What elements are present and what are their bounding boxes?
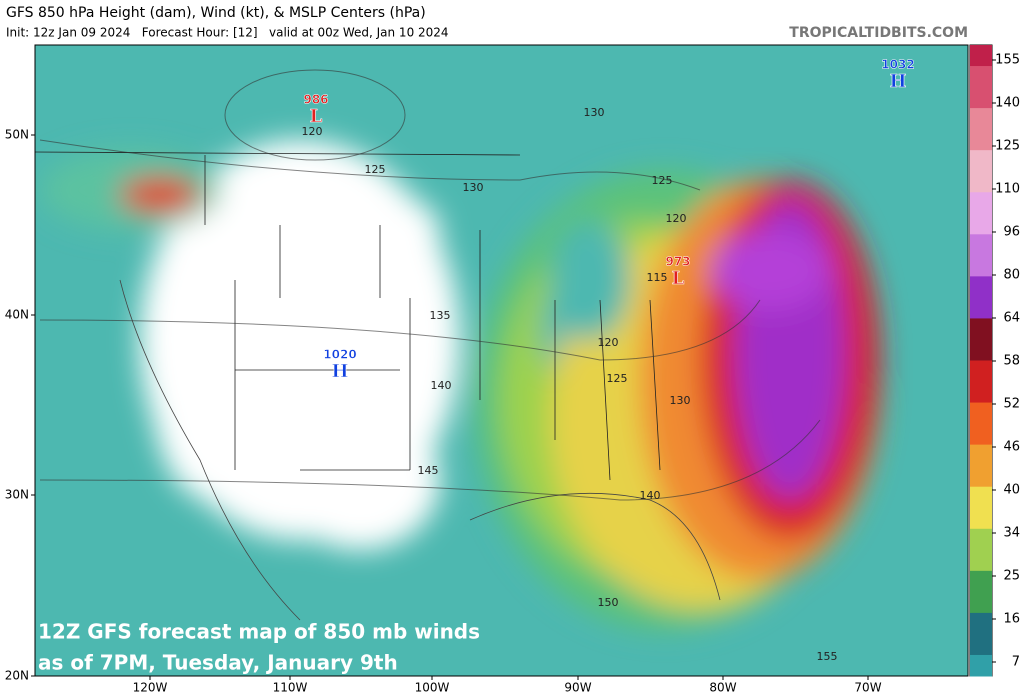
- contour-label: 125: [365, 163, 386, 176]
- colorbar-band: [970, 360, 992, 383]
- center-letter: H: [889, 71, 906, 92]
- lat-label: 20N: [5, 669, 29, 683]
- colorbar-band: [970, 234, 992, 256]
- lat-label: 50N: [5, 128, 29, 142]
- caption-line: 12Z GFS forecast map of 850 mb winds: [38, 620, 480, 644]
- colorbar-band: [970, 612, 992, 635]
- contour-label: 115: [647, 271, 668, 284]
- colorbar-label: 16: [1003, 612, 1020, 627]
- contour-label: 120: [302, 125, 323, 138]
- colorbar-band: [970, 129, 992, 151]
- colorbar-band: [970, 192, 992, 214]
- colorbar-band: [970, 423, 992, 446]
- state-lines: [35, 151, 721, 621]
- center-pressure: 986: [303, 93, 328, 107]
- colorbar-band: [970, 87, 992, 109]
- map-frame: [34, 44, 969, 677]
- colorbar-label: 58: [1003, 354, 1020, 369]
- lon-label: 90W: [564, 681, 591, 695]
- center-pressure: 973: [665, 255, 690, 269]
- contour-label: 140: [640, 489, 661, 502]
- colorbar-band: [970, 381, 992, 404]
- colorbar-band: [970, 528, 992, 551]
- colorbar-label: 125: [995, 139, 1020, 154]
- colorbar-band: [970, 297, 992, 319]
- colorbar-band: [970, 150, 992, 172]
- contour-label: 135: [430, 309, 451, 322]
- colorbar-band: [970, 591, 992, 614]
- colorbar-band: [970, 570, 992, 593]
- colorbar-band: [970, 549, 992, 572]
- colorbar-label: 155: [995, 53, 1020, 68]
- contour-label: 125: [607, 372, 628, 385]
- colorbar-band: [970, 654, 992, 677]
- contour-label: 130: [463, 181, 484, 194]
- center-letter: L: [672, 268, 685, 289]
- colorbar-label: 64: [1003, 311, 1020, 326]
- lon-label: 80W: [709, 681, 736, 695]
- colorbar-label: 40: [1003, 483, 1020, 498]
- subtitle: Init: 12z Jan 09 2024 Forecast Hour: [12…: [6, 26, 449, 40]
- colorbar-band: [970, 171, 992, 193]
- contour-label: 120: [598, 336, 619, 349]
- colorbar-band: [970, 633, 992, 656]
- lon-label: 100W: [415, 681, 450, 695]
- colorbar-band: [970, 45, 992, 67]
- colorbar-label: 80: [1003, 268, 1020, 283]
- colorbar-label: 7: [1012, 655, 1020, 670]
- colorbar-label: 25: [1003, 569, 1020, 584]
- colorbar-band: [970, 66, 992, 88]
- colorbar-band: [970, 444, 992, 467]
- center-pressure: 1020: [323, 348, 356, 362]
- colorbar-band: [970, 276, 992, 298]
- lat-label: 40N: [5, 308, 29, 322]
- credit: TROPICALTIDBITS.COM: [789, 25, 968, 41]
- colorbar-band: [970, 255, 992, 277]
- center-pressure: 1032: [881, 58, 914, 72]
- lon-label: 110W: [273, 681, 308, 695]
- colorbar-band: [970, 108, 992, 130]
- caption-line: as of 7PM, Tuesday, January 9th: [38, 651, 398, 675]
- contour-label: 120: [666, 212, 687, 225]
- lat-label: 30N: [5, 488, 29, 502]
- contour-label: 155: [817, 650, 838, 663]
- colorbar-label: 52: [1003, 397, 1020, 412]
- colorbar-label: 140: [995, 96, 1020, 111]
- contour-label: 150: [598, 596, 619, 609]
- title: GFS 850 hPa Height (dam), Wind (kt), & M…: [6, 5, 426, 21]
- colorbar-label: 110: [995, 182, 1020, 197]
- lon-label: 70W: [854, 681, 881, 695]
- contour-label: 130: [584, 106, 605, 119]
- colorbar-label: 46: [1003, 440, 1020, 455]
- contour-label: 130: [670, 394, 691, 407]
- map: [35, 45, 968, 676]
- colorbar-label: 96: [1003, 225, 1020, 240]
- contour-label: 140: [431, 379, 452, 392]
- colorbar-band: [970, 339, 992, 361]
- contour-label: 145: [418, 464, 439, 477]
- height-contours: [39, 69, 821, 501]
- colorbar-band: [970, 507, 992, 530]
- colorbar-band: [970, 486, 992, 509]
- colorbar-band: [970, 465, 992, 488]
- colorbar-band: [970, 213, 992, 235]
- colorbar-label: 34: [1003, 526, 1020, 541]
- lon-label: 120W: [133, 681, 168, 695]
- center-letter: L: [310, 106, 323, 127]
- colorbar-band: [970, 318, 992, 340]
- colorbar-band: [970, 402, 992, 425]
- contour-label: 125: [652, 174, 673, 187]
- center-letter: H: [331, 361, 348, 382]
